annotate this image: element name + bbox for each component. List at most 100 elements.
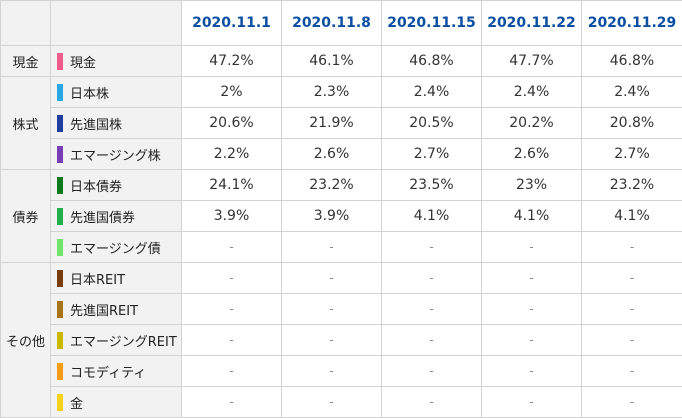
value-cell: - [481, 293, 582, 325]
color-swatch [57, 83, 63, 101]
color-swatch [57, 176, 63, 194]
table-row: エマージングREIT - - - - - [1, 324, 682, 356]
value-cell: - [381, 231, 482, 263]
value-cell: 24.1% [181, 169, 282, 201]
header-row: 2020.11.1 2020.11.8 2020.11.15 2020.11.2… [0, 0, 682, 46]
value-cell: 2% [181, 76, 282, 108]
header-blank-asset [50, 0, 182, 46]
table-row: 先進国REIT - - - - - [1, 293, 682, 325]
asset-name: コモディティ [70, 365, 147, 381]
asset-cell: 先進国債券 [50, 200, 182, 232]
value-cell: 4.1% [381, 200, 482, 232]
color-swatch [57, 300, 63, 318]
asset-name: 日本REIT [70, 272, 126, 288]
asset-cell: 現金 [50, 45, 182, 77]
asset-cell: エマージング債 [50, 231, 182, 263]
value-cell: - [381, 355, 482, 387]
value-cell: 2.7% [581, 138, 682, 170]
value-cell: 23% [481, 169, 582, 201]
asset-name: 先進国REIT [70, 303, 139, 319]
date-header: 2020.11.1 [181, 0, 282, 46]
value-cell: 4.1% [481, 200, 582, 232]
value-cell: 20.5% [381, 107, 482, 139]
asset-cell: 先進国REIT [50, 293, 182, 325]
value-cell: - [281, 262, 382, 294]
value-cell: - [281, 386, 382, 418]
color-swatch [57, 145, 63, 163]
value-cell: - [481, 355, 582, 387]
value-cell: - [481, 324, 582, 356]
group-label: 現金 [0, 45, 51, 77]
color-swatch [57, 114, 63, 132]
asset-name: 現金 [70, 55, 97, 71]
table-row: 債券 日本債券 24.1% 23.2% 23.5% 23% 23.2% [0, 169, 682, 263]
value-cell: 23.2% [281, 169, 382, 201]
asset-name: 日本債券 [70, 179, 123, 195]
value-cell: 3.9% [281, 200, 382, 232]
value-cell: 23.5% [381, 169, 482, 201]
date-header: 2020.11.8 [281, 0, 382, 46]
asset-cell: 先進国株 [50, 107, 182, 139]
color-swatch [57, 238, 63, 256]
value-cell: - [481, 231, 582, 263]
value-cell: 2.6% [281, 138, 382, 170]
value-cell: - [381, 293, 482, 325]
color-swatch [57, 52, 63, 70]
value-cell: - [181, 293, 282, 325]
table-row: 株式 日本株 2% 2.3% 2.4% 2.4% 2.4% [0, 76, 682, 170]
table-row: エマージング株 2.2% 2.6% 2.7% 2.6% 2.7% [1, 138, 682, 170]
table-row: その他 日本REIT - - - - - [0, 262, 682, 418]
date-header: 2020.11.29 [581, 0, 682, 46]
value-cell: 4.1% [581, 200, 682, 232]
asset-name: エマージング債 [70, 241, 161, 257]
value-cell: - [581, 324, 682, 356]
asset-name: 先進国債券 [70, 210, 136, 226]
value-cell: 2.7% [381, 138, 482, 170]
color-swatch [57, 269, 63, 287]
asset-name: エマージングREIT [70, 334, 177, 350]
value-cell: - [281, 231, 382, 263]
value-cell: - [481, 262, 582, 294]
color-swatch [57, 207, 63, 225]
table-row: 先進国債券 3.9% 3.9% 4.1% 4.1% 4.1% [1, 200, 682, 232]
table-row: エマージング債 - - - - - [1, 231, 682, 263]
asset-name: 金 [70, 396, 84, 412]
asset-cell: エマージングREIT [50, 324, 182, 356]
date-header: 2020.11.15 [381, 0, 482, 46]
table-row: 金----- [1, 386, 682, 418]
value-cell: 3.9% [181, 200, 282, 232]
value-cell: - [181, 324, 282, 356]
value-cell: - [581, 386, 682, 418]
table-row: 現金 現金 47.2% 46.1% 46.8% 47.7% 46.8% [0, 45, 682, 77]
value-cell: 21.9% [281, 107, 382, 139]
value-cell: - [381, 324, 482, 356]
value-cell: 46.8% [581, 45, 682, 77]
value-cell: 46.1% [281, 45, 382, 77]
color-swatch [57, 362, 63, 380]
group-label: その他 [0, 262, 51, 418]
asset-cell: 日本株 [50, 76, 182, 108]
allocation-body: 現金 現金 47.2% 46.1% 46.8% 47.7% 46.8% 株式 日本株 2% 2.3%… [0, 45, 682, 418]
value-cell: - [581, 293, 682, 325]
date-header: 2020.11.22 [481, 0, 582, 46]
value-cell: - [581, 231, 682, 263]
value-cell: - [381, 386, 482, 418]
value-cell: 47.7% [481, 45, 582, 77]
value-cell: - [281, 293, 382, 325]
color-swatch [57, 393, 63, 411]
value-cell: - [581, 355, 682, 387]
group-label: 株式 [0, 76, 51, 170]
value-cell: 20.6% [181, 107, 282, 139]
asset-cell: 日本債券 [50, 169, 182, 201]
value-cell: 2.4% [481, 76, 582, 108]
value-cell: - [281, 324, 382, 356]
value-cell: - [181, 231, 282, 263]
color-swatch [57, 331, 63, 349]
value-cell: 20.8% [581, 107, 682, 139]
group-label: 債券 [0, 169, 51, 263]
header-blank-group [0, 0, 51, 46]
asset-cell: コモディティ [50, 355, 182, 387]
value-cell: 2.4% [581, 76, 682, 108]
value-cell: 2.3% [281, 76, 382, 108]
